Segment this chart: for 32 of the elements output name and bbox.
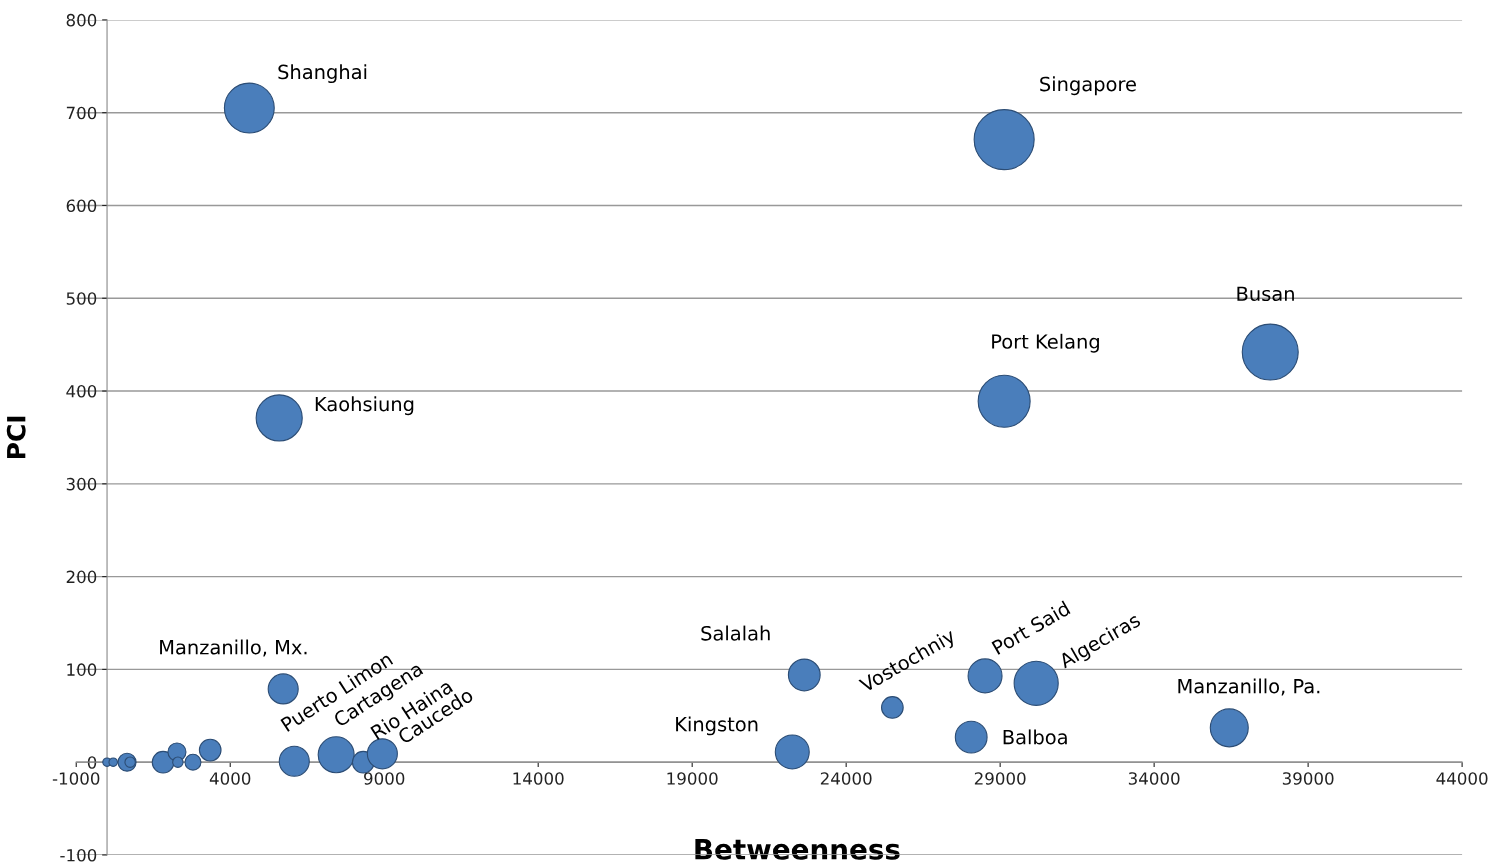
annotation: Singapore [1040,76,1136,96]
annotation: Port Kelang [992,333,1099,353]
annotation: Kingston [676,716,758,736]
x-tick-label: 14000 [513,772,564,785]
y-tick-label: 400 [66,385,97,398]
annotation: Kaohsiung [315,396,414,416]
y-tick-label: 700 [66,106,97,120]
y-tick-label: 800 [66,13,97,27]
x-tick-label: 29000 [974,772,1026,785]
annotation: Manzanillo, Mx. [160,639,307,657]
y-tick-label: 300 [66,477,97,491]
annotation: Balboa [1003,729,1067,745]
y-tick-label: 0 [87,756,97,769]
x-tick-label: -1000 [52,772,100,785]
y-tick-label: 200 [66,570,97,584]
x-tick-label: 4000 [209,772,251,785]
annotation: Manzanillo, Pa. [1178,678,1320,696]
x-tick-label: 44000 [1436,772,1488,785]
annotation: Shanghai [278,64,367,84]
x-tick-label: 34000 [1128,772,1180,785]
y-tick-label: 600 [66,199,97,213]
x-tick-label: 9000 [364,772,405,785]
y-tick-label: 500 [66,292,97,305]
x-axis-title: Betweenness [695,839,900,860]
x-tick-label: 19000 [667,772,718,785]
annotation: Busan [1237,286,1294,302]
annotation: Salalah [701,625,770,641]
y-tick-label: -100 [60,848,97,862]
x-tick-label: 24000 [820,772,872,785]
y-axis-title: PCI [6,416,26,459]
x-tick-label: 39000 [1282,772,1334,785]
y-tick-label: 100 [67,663,97,676]
